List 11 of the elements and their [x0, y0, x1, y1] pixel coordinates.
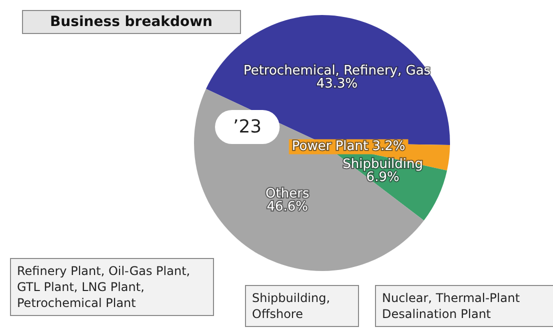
slice-label: Petrochemical, Refinery, Gas	[243, 64, 431, 79]
slice-label: Power Plant 3.2%	[292, 139, 406, 154]
text: ’23	[233, 116, 262, 138]
text: Refinery Plant, Oil-Gas Plant, GTL Plant, LNG Plant, Petrochemical Plant	[17, 264, 194, 310]
chart-title: Business breakdown	[50, 14, 212, 30]
data-label: 46.6%	[266, 199, 308, 214]
data-label: 43.3%	[316, 76, 358, 92]
text: Shipbuilding, Offshore	[252, 291, 334, 321]
slice-label: Others	[266, 186, 310, 202]
data-label: 6.9%	[366, 170, 400, 186]
text: Nuclear, Thermal-Plant Desalination Plant	[382, 291, 524, 321]
